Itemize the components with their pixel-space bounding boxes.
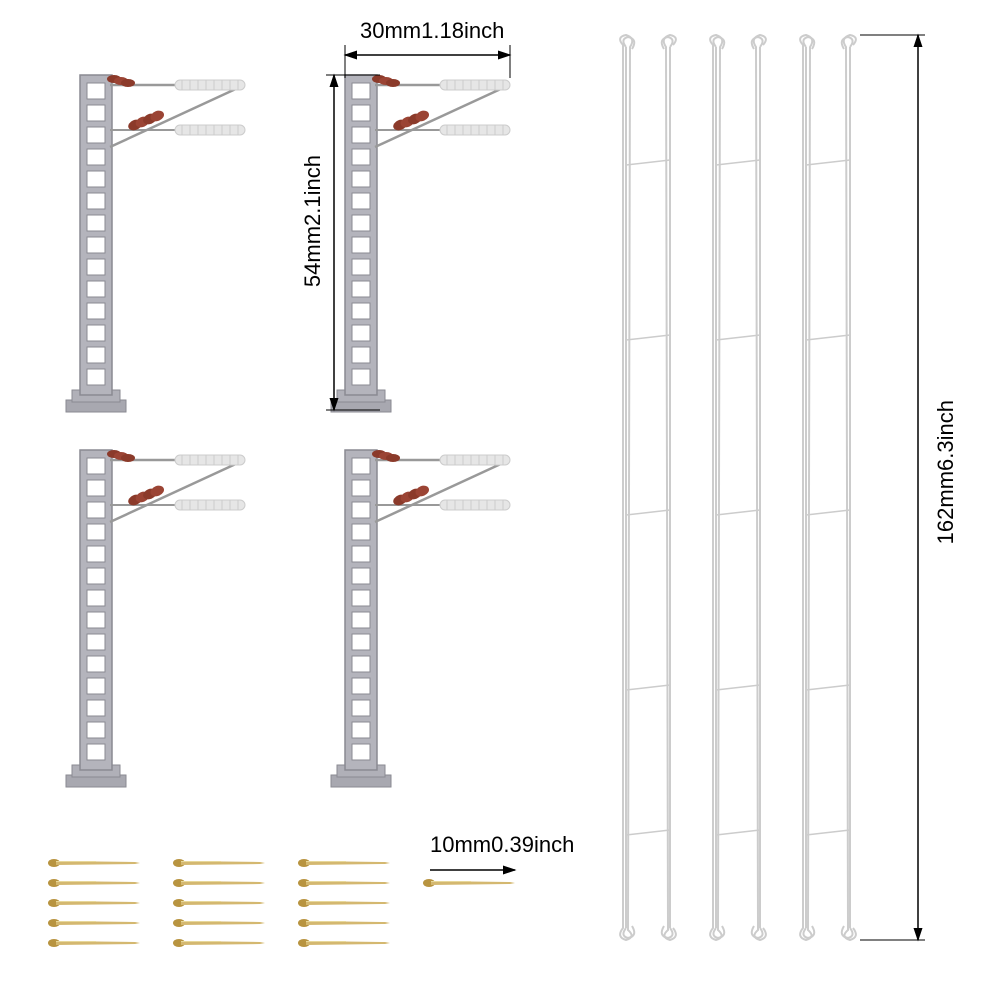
mast-3 <box>66 450 245 787</box>
mast-1 <box>66 75 245 412</box>
label-mast-height: 54mm2.1inch <box>300 155 326 287</box>
wire-1 <box>620 35 676 940</box>
label-nail-length: 10mm0.39inch <box>430 832 574 858</box>
mast-2 <box>331 75 510 412</box>
nails-group-4 <box>423 879 515 887</box>
diagram-container: 30mm1.18inch 54mm2.1inch 10mm0.39inch 16… <box>0 0 1000 1000</box>
nails-group-2 <box>173 859 265 947</box>
mast-4 <box>331 450 510 787</box>
label-wire-length: 162mm6.3inch <box>933 400 959 544</box>
nails-group-3 <box>298 859 390 947</box>
wire-3 <box>800 35 856 940</box>
label-arm-width: 30mm1.18inch <box>360 18 504 44</box>
wire-2 <box>710 35 766 940</box>
nails-group-1 <box>48 859 140 947</box>
